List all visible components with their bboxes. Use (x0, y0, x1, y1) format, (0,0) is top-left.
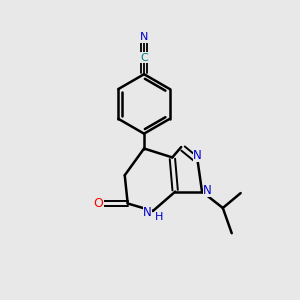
Text: C: C (140, 53, 148, 63)
Text: N: N (193, 148, 202, 162)
Text: O: O (94, 197, 103, 210)
Text: H: H (155, 212, 164, 223)
Text: N: N (203, 184, 212, 196)
Text: N: N (140, 32, 148, 42)
Text: N: N (143, 206, 152, 219)
